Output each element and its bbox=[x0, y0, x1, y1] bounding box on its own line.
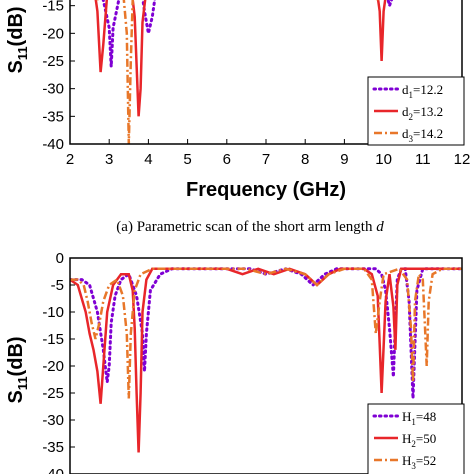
chart-1: -40 -35 -30 -25 -20 -15 2 3 4 5 6 7 8 9 10 11 12 S11(dB) F… bbox=[5, 0, 470, 235]
series-line-2 bbox=[94, 0, 387, 117]
y-tick-label: -20 bbox=[42, 358, 64, 375]
series-line-2 bbox=[70, 267, 462, 453]
x-tick-label: 4 bbox=[144, 151, 152, 168]
legend-label: d1=12.2 bbox=[402, 82, 443, 100]
series-line-3 bbox=[70, 267, 462, 399]
y-tick-label: -35 bbox=[42, 439, 64, 456]
x-tick-label: 3 bbox=[105, 151, 113, 168]
legend-label: H2=50 bbox=[402, 431, 436, 449]
legend-label: d3=14.2 bbox=[402, 126, 443, 144]
x-tick-label: 7 bbox=[262, 151, 270, 168]
x-tick-label: 9 bbox=[340, 151, 348, 168]
y-tick-label: 0 bbox=[56, 250, 64, 267]
legend-label: H3=52 bbox=[402, 453, 436, 471]
x-tick-label: 5 bbox=[183, 151, 191, 168]
y-tick-label: -35 bbox=[42, 108, 64, 125]
y-tick-label: -25 bbox=[42, 385, 64, 402]
x-tick-label: 11 bbox=[415, 151, 431, 168]
legend-label: H1=48 bbox=[402, 409, 436, 427]
y-tick-label: -15 bbox=[42, 0, 64, 15]
y-tick-label: -20 bbox=[42, 25, 64, 42]
y-axis-title: S11(dB) bbox=[5, 6, 30, 73]
y-tick-label: -5 bbox=[51, 277, 64, 294]
y-tick-label: -30 bbox=[42, 412, 64, 429]
figure-caption: (a) Parametric scan of the short arm len… bbox=[116, 219, 384, 235]
series-line-1 bbox=[101, 0, 394, 67]
legend: H1=48 H2=50 H3=52 bbox=[367, 403, 465, 474]
x-tick-label: 6 bbox=[223, 151, 231, 168]
x-axis-title: Frequency (GHz) bbox=[186, 179, 346, 201]
x-tick-label: 8 bbox=[301, 151, 309, 168]
plot-area bbox=[94, 0, 394, 144]
x-tick-label: 12 bbox=[454, 151, 471, 168]
x-tick-label: 2 bbox=[66, 151, 74, 168]
y-tick-label: -30 bbox=[42, 81, 64, 98]
y-tick-label: -25 bbox=[42, 53, 64, 70]
y-tick-label: -40 bbox=[42, 466, 64, 474]
legend-label: d2=13.2 bbox=[402, 104, 443, 122]
y-axis-title: S11(dB) bbox=[5, 336, 30, 403]
y-tick-label: -10 bbox=[42, 304, 64, 321]
plot-area bbox=[70, 267, 462, 453]
y-tick-label: -15 bbox=[42, 331, 64, 348]
x-tick-label: 10 bbox=[375, 151, 392, 168]
y-tick-label: -40 bbox=[42, 136, 64, 153]
legend: d1=12.2 d2=13.2 d3=14.2 bbox=[367, 76, 465, 146]
chart-2: -40 -35 -30 -25 -20 -15 -10 -5 0 S11(dB) H1=48 H2=5… bbox=[5, 250, 465, 474]
